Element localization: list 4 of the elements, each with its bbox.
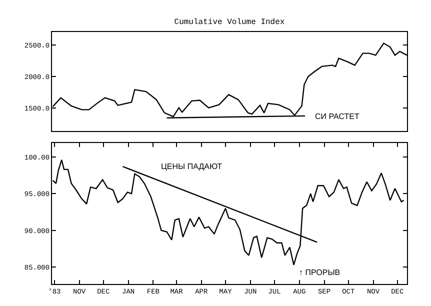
chart-title: Cumulative Volume Index xyxy=(174,18,285,27)
annotation: СИ РАСТЕТ xyxy=(315,112,360,121)
annotation: ЦЕНЫ ПАДАЮТ xyxy=(161,162,222,171)
annotation: ↑ ПРОРЫВ xyxy=(299,268,340,277)
